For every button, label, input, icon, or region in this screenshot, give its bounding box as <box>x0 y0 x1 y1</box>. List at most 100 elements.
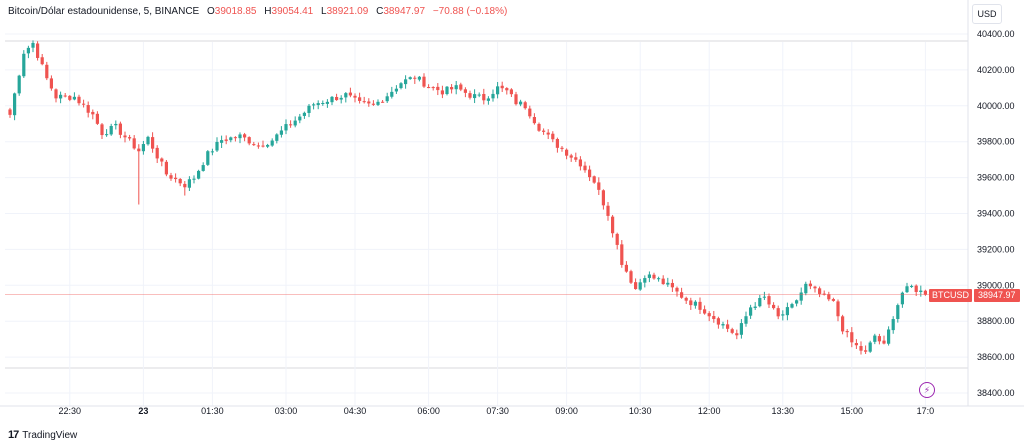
candle-body <box>413 77 417 79</box>
candle-body <box>620 244 624 265</box>
candle-body <box>859 346 863 351</box>
candle-body <box>684 297 688 301</box>
candle-body <box>854 343 858 346</box>
candle-body <box>730 329 734 333</box>
brand-name: TradingView <box>22 429 78 441</box>
price-tick-label: 39800.00 <box>977 137 1015 147</box>
candle-body <box>330 96 334 103</box>
candle-body <box>555 138 559 148</box>
candle-body <box>666 282 670 285</box>
candle-body <box>597 182 601 190</box>
candle-body <box>864 350 868 352</box>
candle-body <box>224 139 228 141</box>
candle-body <box>721 324 725 326</box>
candle-body <box>744 316 748 324</box>
candle-body <box>735 333 739 336</box>
candle-body <box>289 124 293 126</box>
candle-body <box>22 53 26 77</box>
symbol-legend: Bitcoin/Dólar estadounidense, 5, BINANCE… <box>8 6 507 17</box>
candle-body <box>95 113 99 124</box>
candle-body <box>100 124 104 136</box>
candle-body <box>91 111 95 115</box>
candle-body <box>404 79 408 85</box>
candle-body <box>358 97 362 101</box>
candle-body <box>877 336 881 342</box>
price-tick-label: 39600.00 <box>977 173 1015 183</box>
candle-body <box>45 64 49 79</box>
candle-body <box>652 274 656 279</box>
candle-body <box>500 85 504 89</box>
candle-body <box>353 95 357 98</box>
price-axis[interactable]: 40400.00 40200.00 40000.00 39800.00 39600.00… <box>967 0 1015 406</box>
lightning-alert-icon[interactable]: ⚡ <box>919 382 935 398</box>
candle-body <box>887 329 891 344</box>
candle-body <box>247 137 251 144</box>
candle-body <box>560 147 564 149</box>
candle-body <box>689 300 693 306</box>
candle-body <box>473 94 477 99</box>
candle-body <box>482 93 486 101</box>
price-tick-label: 40400.00 <box>977 29 1015 39</box>
candle-body <box>270 140 274 146</box>
currency-button[interactable]: USD <box>972 4 1002 24</box>
candle-body <box>592 176 596 183</box>
candle-body <box>776 308 780 317</box>
candle-body <box>891 319 895 331</box>
time-tick-label: 15:00 <box>841 406 864 416</box>
price-tick-label: 40200.00 <box>977 65 1015 75</box>
candle-body <box>698 301 702 310</box>
candle-body <box>542 130 546 132</box>
candle-body <box>450 87 454 90</box>
candle-body <box>408 77 412 80</box>
candle-body <box>118 123 122 135</box>
candle-body <box>367 101 371 104</box>
candle-body <box>302 112 306 116</box>
candle-body <box>390 91 394 97</box>
candle-body <box>588 169 592 178</box>
candle-body <box>707 313 711 317</box>
candle-body <box>785 307 789 316</box>
candle-body <box>670 282 674 288</box>
candle-body <box>105 134 109 136</box>
tradingview-logo-icon: 17 <box>8 429 19 441</box>
time-tick-label: 17:0 <box>917 406 935 416</box>
candle-body <box>905 286 909 293</box>
candle-body <box>836 301 840 317</box>
candle-body <box>910 285 914 287</box>
tradingview-brand[interactable]: 17 TradingView <box>8 429 77 441</box>
candle-body <box>693 301 697 306</box>
candle-body <box>528 108 532 117</box>
candle-body <box>726 324 730 329</box>
candle-body <box>344 93 348 98</box>
price-tick-label: 39200.00 <box>977 244 1015 254</box>
candle-body <box>335 96 339 101</box>
candle-body <box>169 175 173 179</box>
candle-body <box>749 307 753 316</box>
candle-body <box>868 342 872 352</box>
low-value: 38921.09 <box>326 6 369 17</box>
candle-body <box>565 149 569 156</box>
open-label: O <box>207 6 215 17</box>
candle-body <box>132 138 136 149</box>
candle-body <box>293 120 297 126</box>
candle-body <box>201 165 205 171</box>
candle-body <box>275 134 279 141</box>
candle-body <box>298 116 302 121</box>
candle-body <box>712 316 716 320</box>
candle-body <box>813 286 817 289</box>
grid <box>5 33 968 406</box>
candle-body <box>256 145 260 147</box>
time-tick-label: 03:00 <box>275 406 298 416</box>
symbol-name[interactable]: Bitcoin/Dólar estadounidense, 5, BINANCE <box>8 6 200 17</box>
candle-body <box>818 288 822 294</box>
candle-body <box>192 178 196 180</box>
change-value: −70.88 (−0.18%) <box>432 6 508 17</box>
candle-body <box>923 290 927 295</box>
candle-body <box>123 135 127 138</box>
time-axis[interactable]: 22:30 23 01:30 03:00 04:30 06:00 07:30 09:00 10:… <box>0 405 1024 416</box>
time-tick-label: 07:30 <box>486 406 509 416</box>
candle-body <box>68 95 72 100</box>
candle-body <box>164 161 168 175</box>
